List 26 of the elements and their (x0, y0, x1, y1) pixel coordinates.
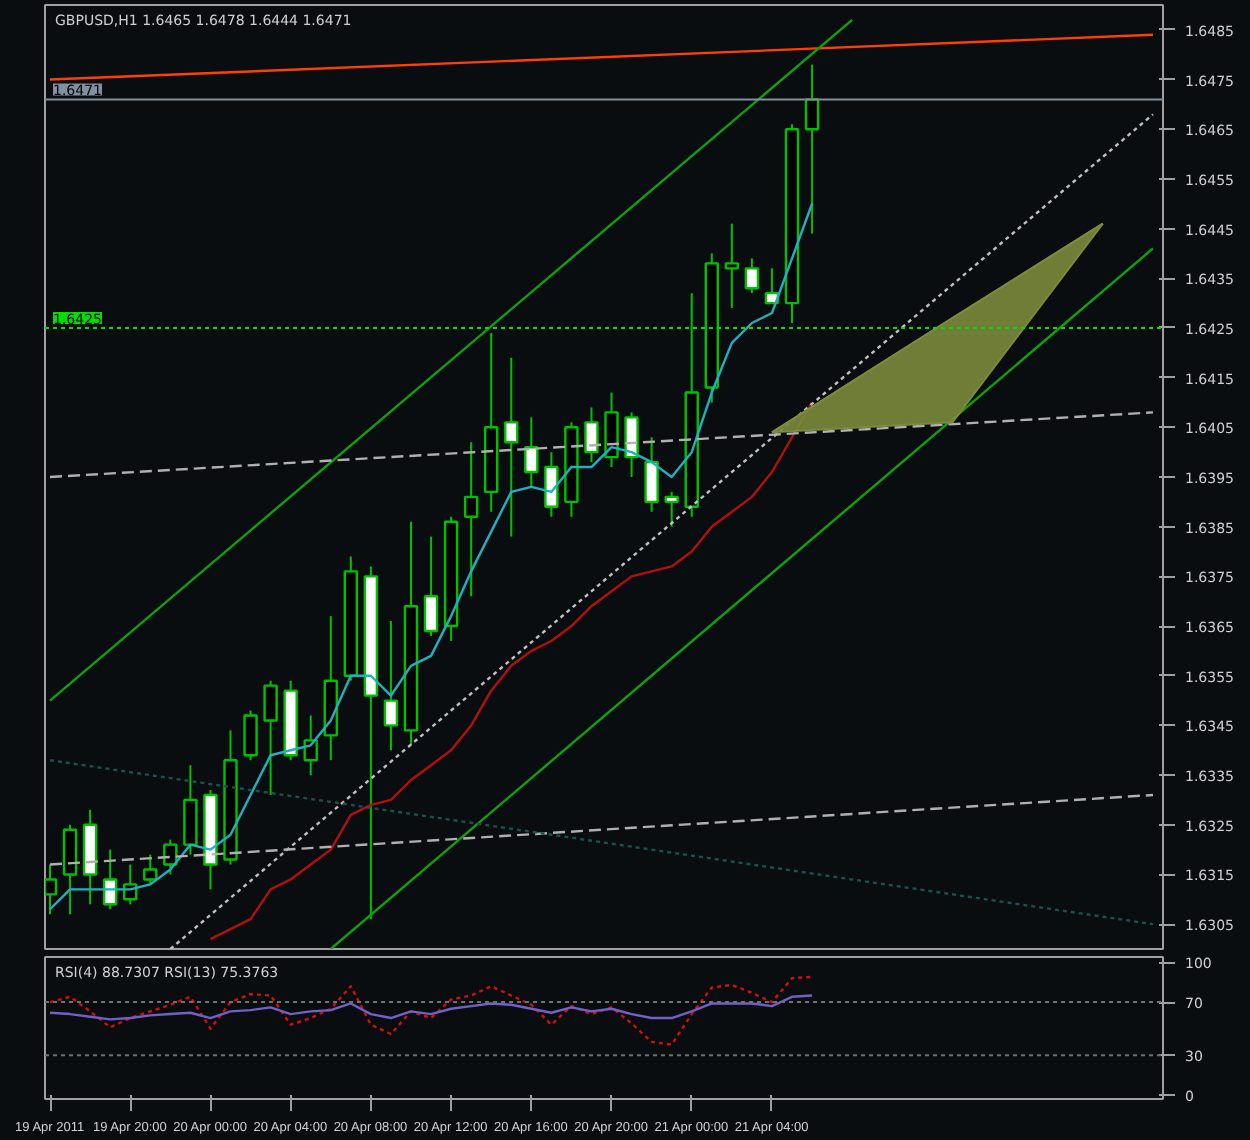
line-series (48, 202, 814, 911)
candlestick (604, 391, 619, 469)
candlestick (804, 63, 820, 235)
candlestick (303, 714, 318, 777)
line-series (48, 994, 814, 1021)
candlestick (243, 709, 258, 762)
candlestick (744, 257, 760, 295)
candlestick (504, 356, 519, 538)
candlestick (263, 679, 278, 796)
candlestick (724, 222, 740, 310)
line-series (48, 975, 814, 1046)
candlestick (584, 406, 599, 464)
candlestick (544, 451, 559, 518)
candlestick (463, 441, 479, 598)
candlestick (664, 490, 679, 528)
candlestick (62, 823, 78, 916)
candlestick (143, 853, 158, 886)
candlestick (624, 411, 639, 478)
candlestick (423, 535, 439, 637)
candlestick (383, 620, 399, 752)
line-series (209, 401, 814, 941)
candlestick (183, 764, 198, 856)
candlestick (45, 863, 58, 916)
candlestick (644, 436, 659, 513)
candlestick (163, 838, 178, 876)
candlestick (524, 416, 539, 488)
